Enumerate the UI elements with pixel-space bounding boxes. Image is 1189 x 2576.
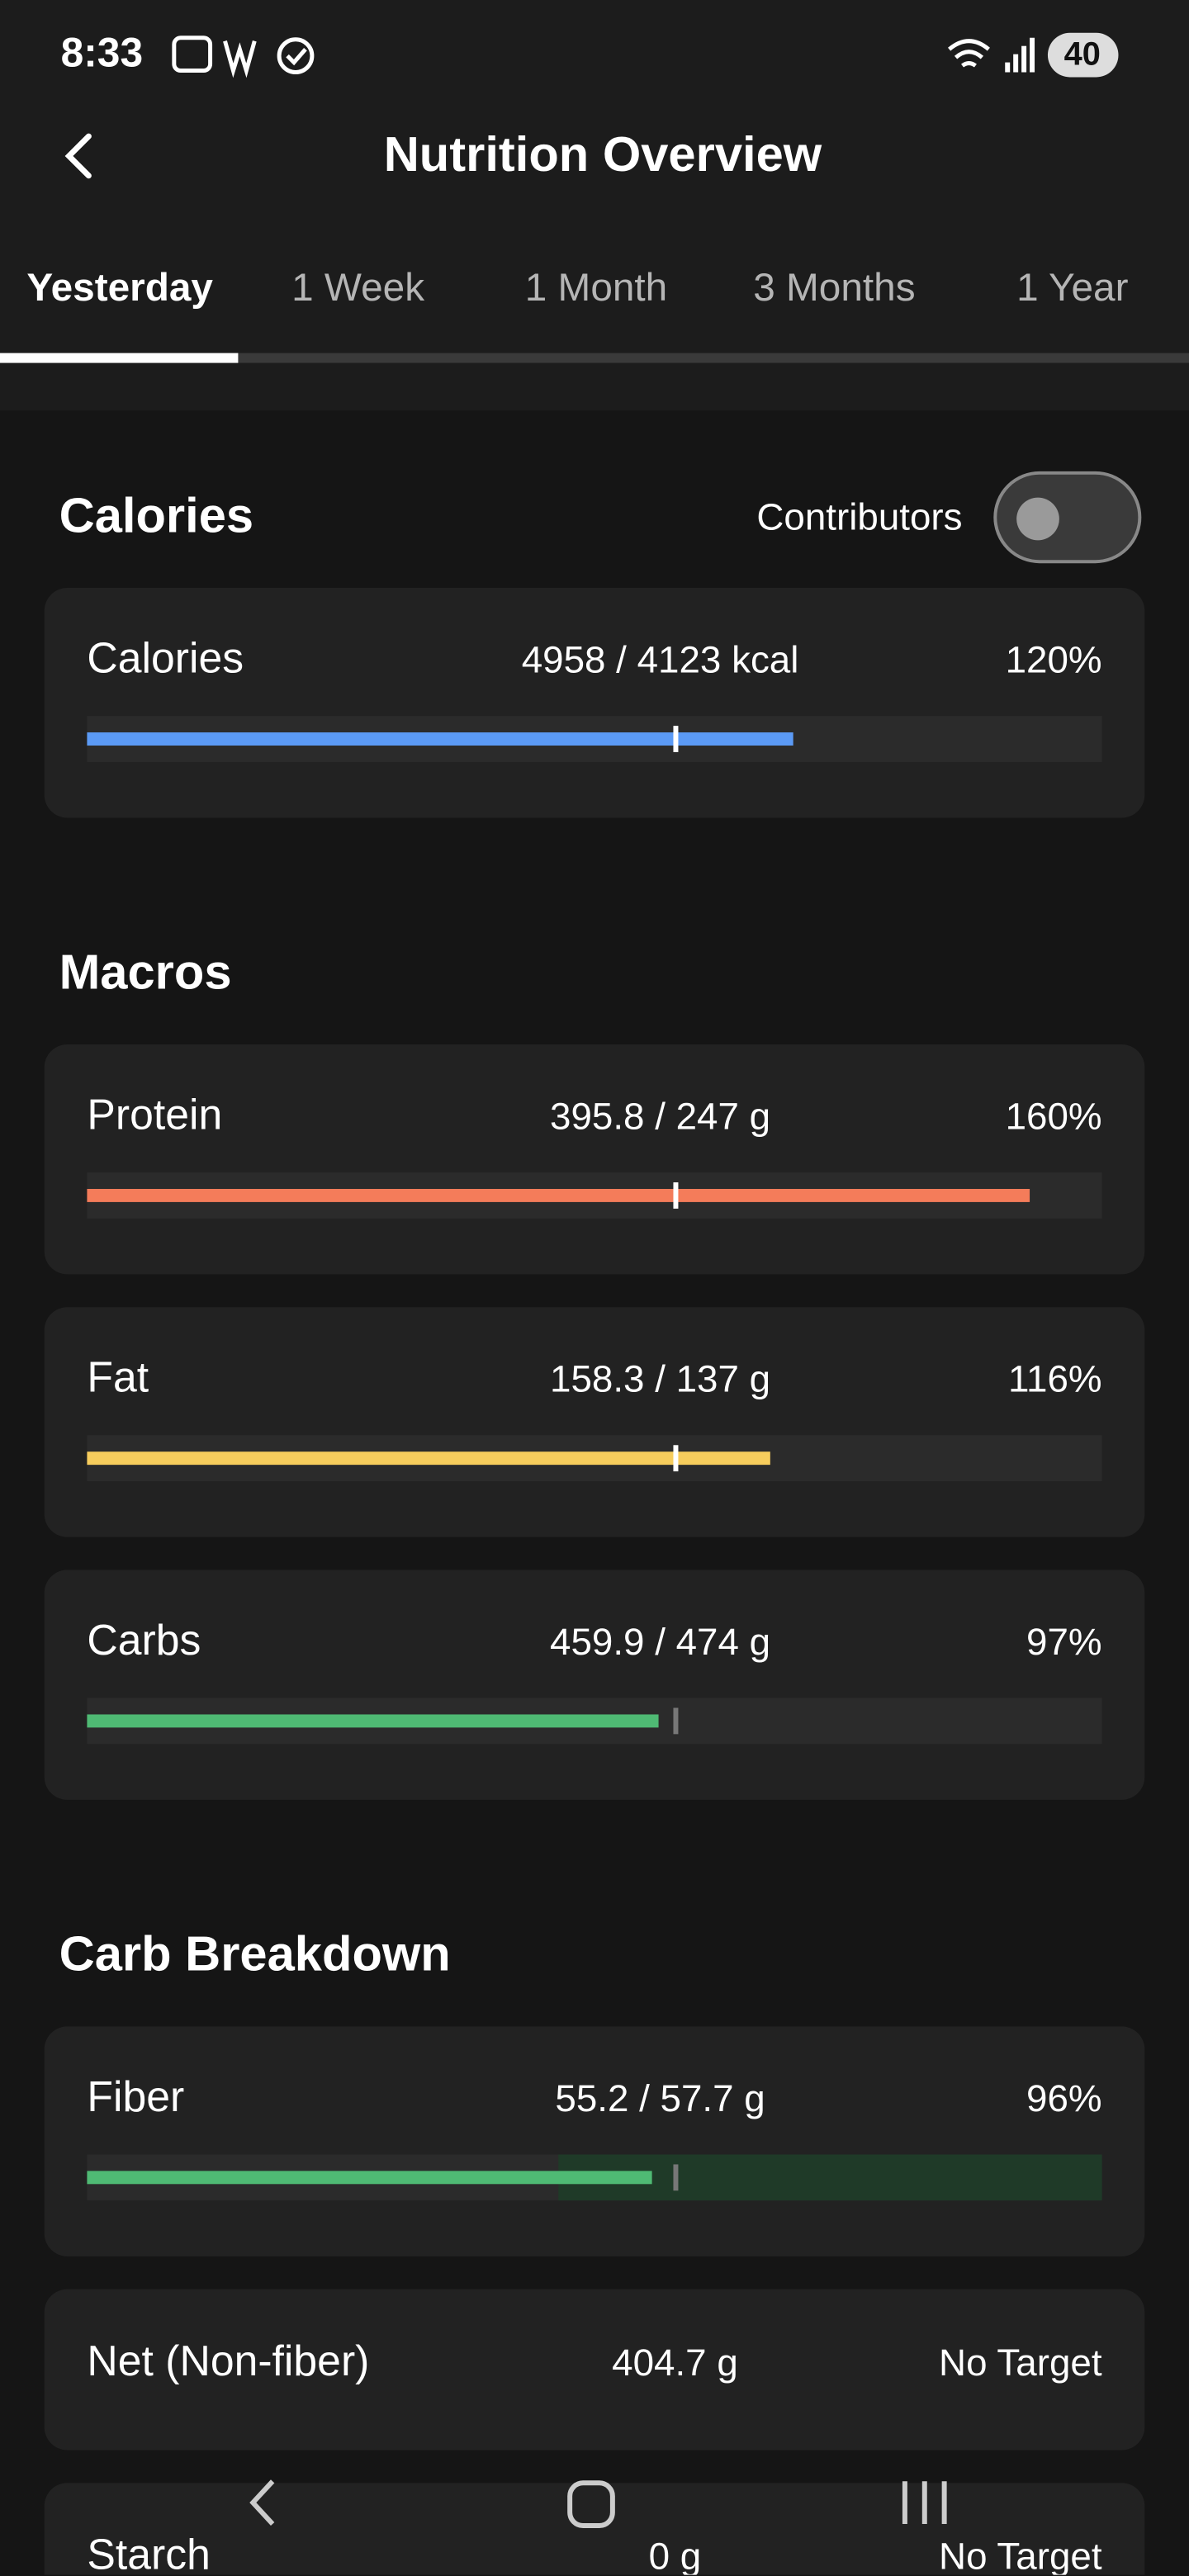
tab-track bbox=[0, 353, 1189, 363]
target-marker bbox=[673, 726, 679, 752]
card bbox=[44, 588, 1145, 818]
section-title: Carb Breakdown bbox=[59, 1928, 451, 1982]
signal-icons bbox=[948, 37, 1035, 73]
row-amount: 158.3 / 137 g bbox=[550, 1357, 771, 1400]
row-name: Protein bbox=[87, 1089, 223, 1139]
row-amount: 4958 / 4123 kcal bbox=[521, 637, 799, 681]
toggle-label: Contributors bbox=[756, 495, 963, 538]
row-amount: 404.7 g bbox=[612, 2341, 738, 2384]
target-marker bbox=[673, 1445, 679, 1472]
tab[interactable]: Yesterday bbox=[26, 266, 213, 310]
nav-bar[interactable] bbox=[230, 2471, 969, 2537]
row-status: No Target bbox=[939, 2534, 1102, 2575]
row-name: Calories bbox=[87, 632, 244, 683]
section-title: Macros bbox=[59, 945, 232, 1001]
top-area bbox=[0, 0, 1189, 411]
tab[interactable]: 3 Months bbox=[753, 266, 916, 310]
row-percent: 96% bbox=[1026, 2076, 1102, 2119]
card bbox=[44, 1044, 1145, 1275]
bar bbox=[87, 1714, 658, 1728]
row-amount: 55.2 / 57.7 g bbox=[555, 2076, 765, 2119]
target-marker bbox=[673, 1182, 679, 1209]
bar bbox=[87, 1188, 1030, 1202]
card bbox=[44, 2483, 1145, 2575]
bar bbox=[87, 1451, 770, 1466]
card bbox=[44, 1307, 1145, 1537]
row-name: Fat bbox=[87, 1352, 149, 1402]
row-name: Net (Non-fiber) bbox=[87, 2336, 370, 2385]
card bbox=[44, 2026, 1145, 2256]
section-title: Calories bbox=[59, 489, 254, 544]
back-button[interactable] bbox=[59, 131, 102, 181]
bar bbox=[87, 732, 793, 746]
bar bbox=[87, 2171, 652, 2185]
status-icons bbox=[172, 36, 315, 78]
battery bbox=[1047, 32, 1119, 78]
card bbox=[44, 1570, 1145, 1800]
row-percent: 120% bbox=[1005, 637, 1102, 681]
tab[interactable]: 1 Year bbox=[1016, 266, 1129, 310]
tab[interactable]: 1 Week bbox=[291, 266, 425, 310]
card bbox=[44, 2289, 1145, 2451]
time: 8:33 bbox=[60, 30, 144, 77]
row-percent: 97% bbox=[1026, 1620, 1102, 1663]
row-percent: 160% bbox=[1005, 1094, 1102, 1138]
row-name: Carbs bbox=[87, 1615, 201, 1664]
row-amount: 0 g bbox=[648, 2534, 702, 2575]
toggle-knob bbox=[1016, 497, 1059, 541]
row-name: Starch bbox=[87, 2529, 211, 2575]
target-marker bbox=[673, 2164, 679, 2191]
toggle[interactable] bbox=[993, 471, 1142, 564]
row-amount: 395.8 / 247 g bbox=[550, 1094, 771, 1138]
row-status: No Target bbox=[939, 2341, 1102, 2384]
row-amount: 459.9 / 474 g bbox=[550, 1620, 771, 1663]
row-percent: 116% bbox=[1007, 1357, 1102, 1400]
battery-level: 40 bbox=[1063, 36, 1101, 73]
tab[interactable]: 1 Month bbox=[524, 266, 668, 310]
page-title: Nutrition Overview bbox=[383, 128, 822, 182]
row-name: Fiber bbox=[87, 2072, 185, 2121]
tab-indicator bbox=[0, 353, 239, 363]
target-marker bbox=[673, 1707, 679, 1735]
